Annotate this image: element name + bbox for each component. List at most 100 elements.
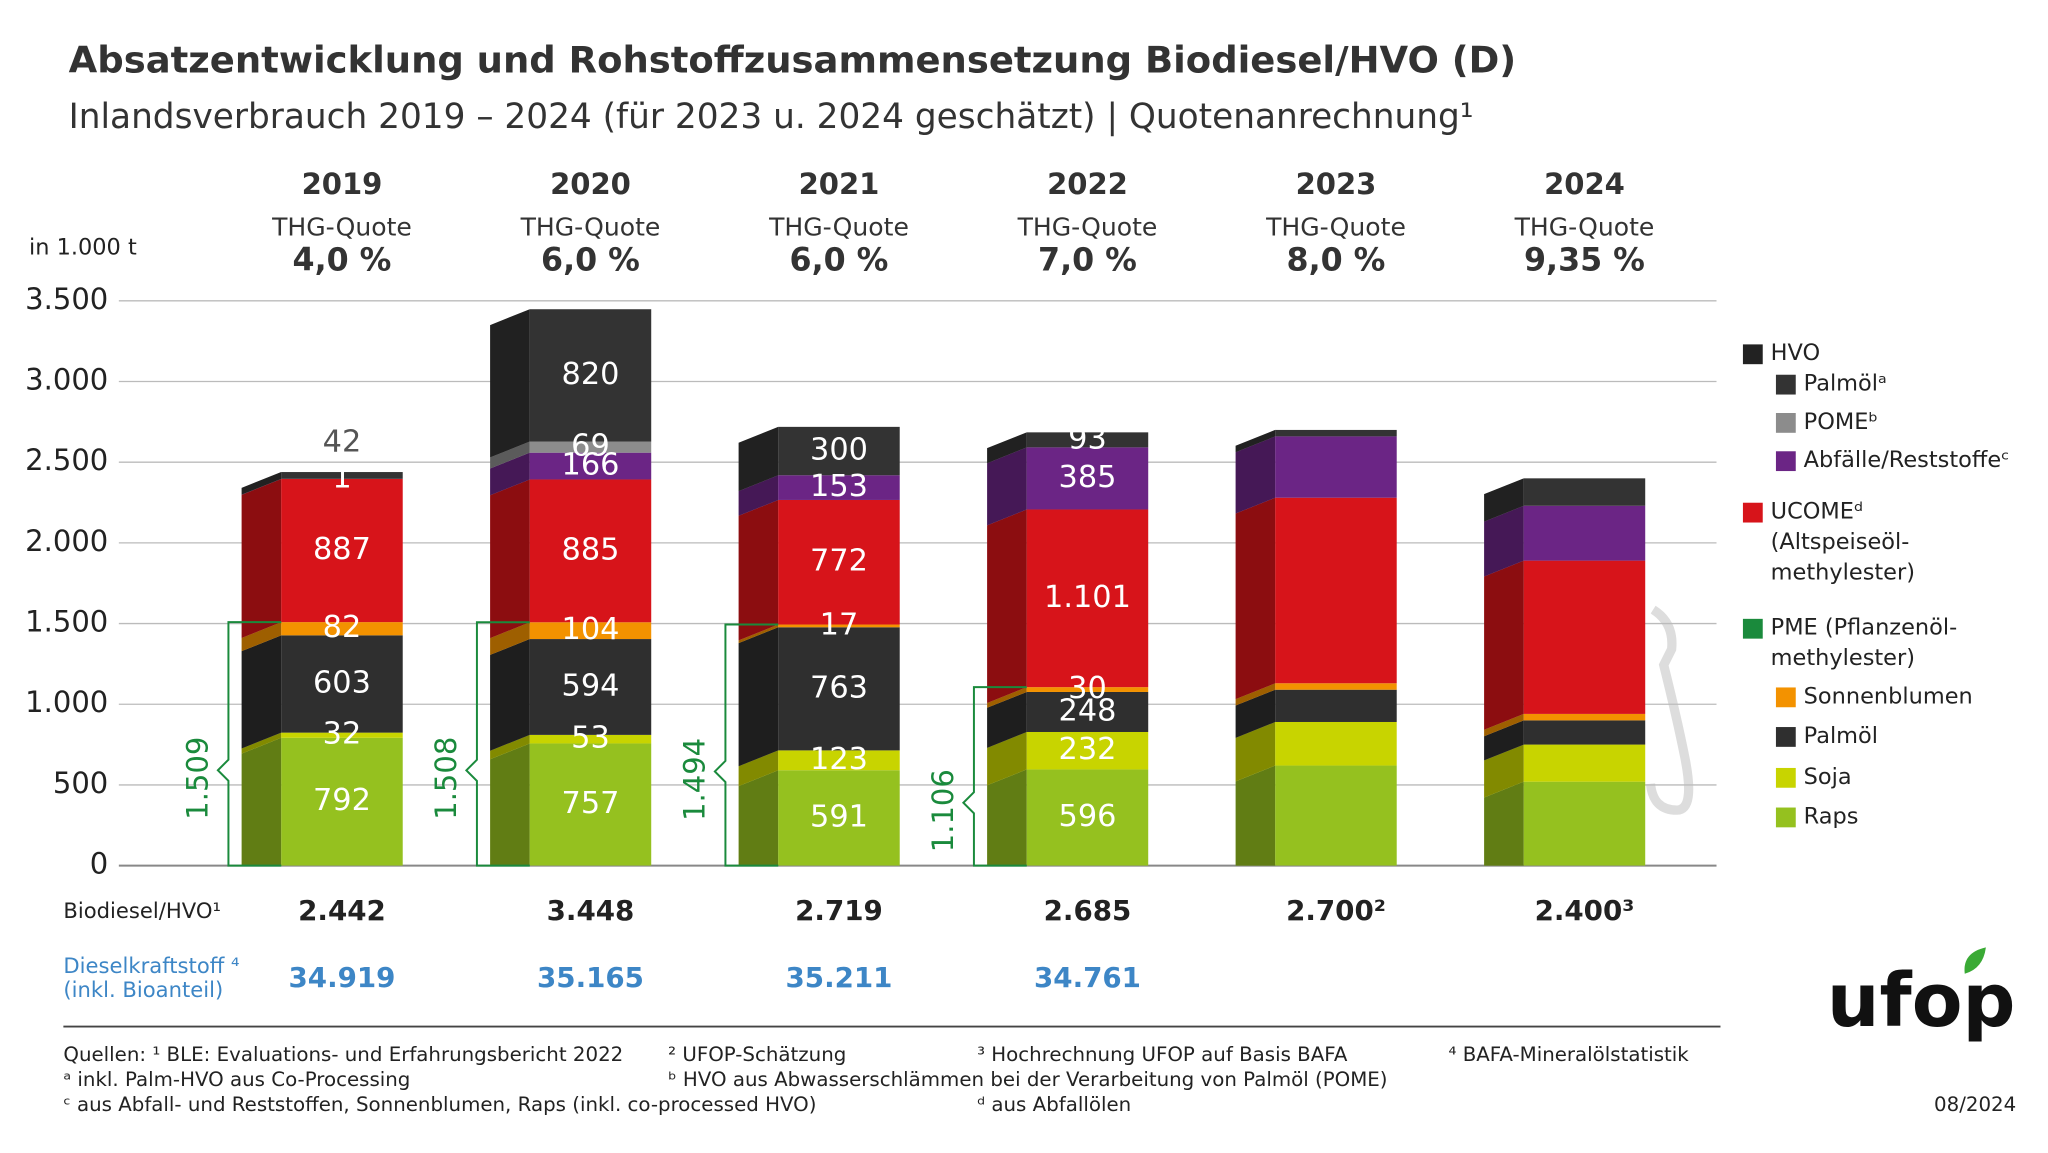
diesel-value: 35.165: [537, 961, 644, 994]
y-tick-label: 1.500: [25, 605, 108, 639]
data-label: 820: [562, 357, 620, 392]
legend-swatch: [1776, 413, 1796, 433]
footnote: ⁴ BAFA-Mineralölstatistik: [1448, 1043, 1689, 1066]
bar-side-shade: [242, 479, 282, 638]
bar-segment: [1275, 430, 1396, 436]
totals-row-label: Biodiesel/HVO¹: [63, 898, 221, 923]
footnote: ² UFOP-Schätzung: [668, 1043, 846, 1066]
data-label: 757: [562, 786, 620, 821]
bar-segment: [1275, 722, 1396, 766]
legend-label: HVO: [1771, 340, 1821, 366]
legend-swatch: [1776, 451, 1796, 471]
diesel-value: 34.761: [1034, 961, 1141, 994]
bar-side-shade: [490, 743, 530, 865]
data-label: 1.101: [1044, 580, 1131, 615]
bar-segment: [1524, 561, 1645, 714]
data-label: 69: [571, 429, 610, 464]
year-label: 2023: [1296, 167, 1377, 201]
data-label: 17: [820, 607, 859, 642]
y-tick-label: 2.500: [25, 443, 108, 477]
quota-label: THG-Quote: [271, 212, 412, 241]
data-label: 763: [810, 670, 868, 705]
legend-swatch: [1776, 727, 1796, 747]
y-tick-label: 500: [53, 766, 108, 800]
data-label: 887: [313, 532, 371, 567]
legend-item: UCOMEᵈ (Altspeiseöl-methylester): [1771, 497, 1956, 588]
bar-side-shade: [987, 509, 1027, 702]
chart-subtitle: Inlandsverbrauch 2019 – 2024 (für 2023 u…: [69, 97, 1474, 137]
bar-side-shade: [490, 639, 530, 751]
bar-segment: [1524, 745, 1645, 782]
total-value: 2.442: [298, 894, 386, 927]
bar-side-shade: [1484, 561, 1524, 730]
bar-segment: [1524, 720, 1645, 744]
bar-side-shade: [987, 769, 1027, 865]
bar-segment: [1524, 506, 1645, 561]
data-label: 153: [810, 469, 868, 504]
data-label: 82: [323, 610, 362, 645]
bar-segment: [1275, 690, 1396, 722]
pme-total-label: 1.106: [926, 769, 960, 852]
pme-total-label: 1.508: [429, 737, 463, 820]
quota-label: THG-Quote: [520, 212, 661, 241]
legend-label: Sonnenblumen: [1804, 684, 1973, 710]
legend-swatch: [1743, 344, 1763, 364]
data-label: 93: [1068, 421, 1107, 456]
legend-swatch: [1743, 619, 1763, 639]
y-axis-label: in 1.000 t: [29, 235, 137, 261]
total-value: 2.685: [1044, 894, 1132, 927]
data-label: 232: [1059, 732, 1117, 767]
y-tick-label: 3.000: [25, 363, 108, 397]
y-tick-label: 2.000: [25, 524, 108, 558]
bar-segment: [1524, 714, 1645, 720]
bar-side-shade: [739, 500, 779, 640]
diesel-value: 35.211: [786, 961, 893, 994]
diesel-row-label: (inkl. Bioanteil): [63, 977, 223, 1002]
legend-item: Palmöl: [1804, 722, 2048, 752]
legend-item: Abfälle/Reststoffeᶜ: [1804, 446, 2048, 476]
legend-item: Sonnenblumen: [1804, 682, 2048, 712]
y-tick-label: 1.000: [25, 685, 108, 719]
legend-label: Soja: [1804, 764, 1852, 790]
quota-label: THG-Quote: [1017, 212, 1158, 241]
logo: ufop: [1827, 958, 2016, 1044]
bar-side-shade: [490, 309, 530, 457]
quota-value: 6,0 %: [541, 242, 640, 278]
data-label: 53: [571, 721, 610, 756]
footnote: Quellen: ¹ BLE: Evaluations- und Erfahru…: [63, 1043, 623, 1066]
legend-swatch: [1776, 687, 1796, 707]
quota-value: 6,0 %: [790, 242, 889, 278]
bars: [119, 301, 1717, 866]
legend-item: HVO: [1771, 339, 2035, 369]
bar-segment: [1275, 498, 1396, 684]
quota-label: THG-Quote: [768, 212, 909, 241]
quota-value: 7,0 %: [1038, 242, 1137, 278]
footnote: ᵇ HVO aus Abwasserschlämmen bei der Vera…: [668, 1068, 1387, 1091]
bar-side-shade: [739, 627, 779, 766]
quota-value: 8,0 %: [1287, 242, 1386, 278]
data-label: 32: [323, 717, 362, 752]
legend-label: POMEᵇ: [1804, 409, 1878, 435]
quota-label: THG-Quote: [1514, 212, 1655, 241]
bar-segment: [1524, 782, 1645, 866]
data-label: 772: [810, 544, 868, 579]
data-label: 885: [562, 532, 620, 567]
footnote: ³ Hochrechnung UFOP auf Basis BAFA: [977, 1043, 1348, 1066]
legend-label: Palmöl: [1804, 723, 1878, 749]
quota-value: 4,0 %: [293, 242, 392, 278]
data-label: 1: [332, 460, 351, 495]
legend-item: PME (Pflanzenöl-methylester): [1771, 614, 1995, 675]
data-label: 594: [562, 668, 620, 703]
total-value: 2.719: [795, 894, 883, 927]
legend-swatch: [1743, 503, 1763, 523]
year-label: 2022: [1047, 167, 1128, 201]
footnote: ᵃ inkl. Palm-HVO aus Co-Processing: [63, 1068, 410, 1091]
legend-item: Palmölᵃ: [1804, 369, 2048, 399]
data-label: 385: [1059, 460, 1117, 495]
chart-title: Absatzentwicklung und Rohstoffzusammense…: [69, 39, 1517, 82]
total-value: 2.400³: [1535, 894, 1635, 927]
legend-item: Soja: [1804, 763, 2048, 793]
pme-total-label: 1.509: [180, 737, 214, 820]
quota-value: 9,35 %: [1524, 242, 1645, 278]
